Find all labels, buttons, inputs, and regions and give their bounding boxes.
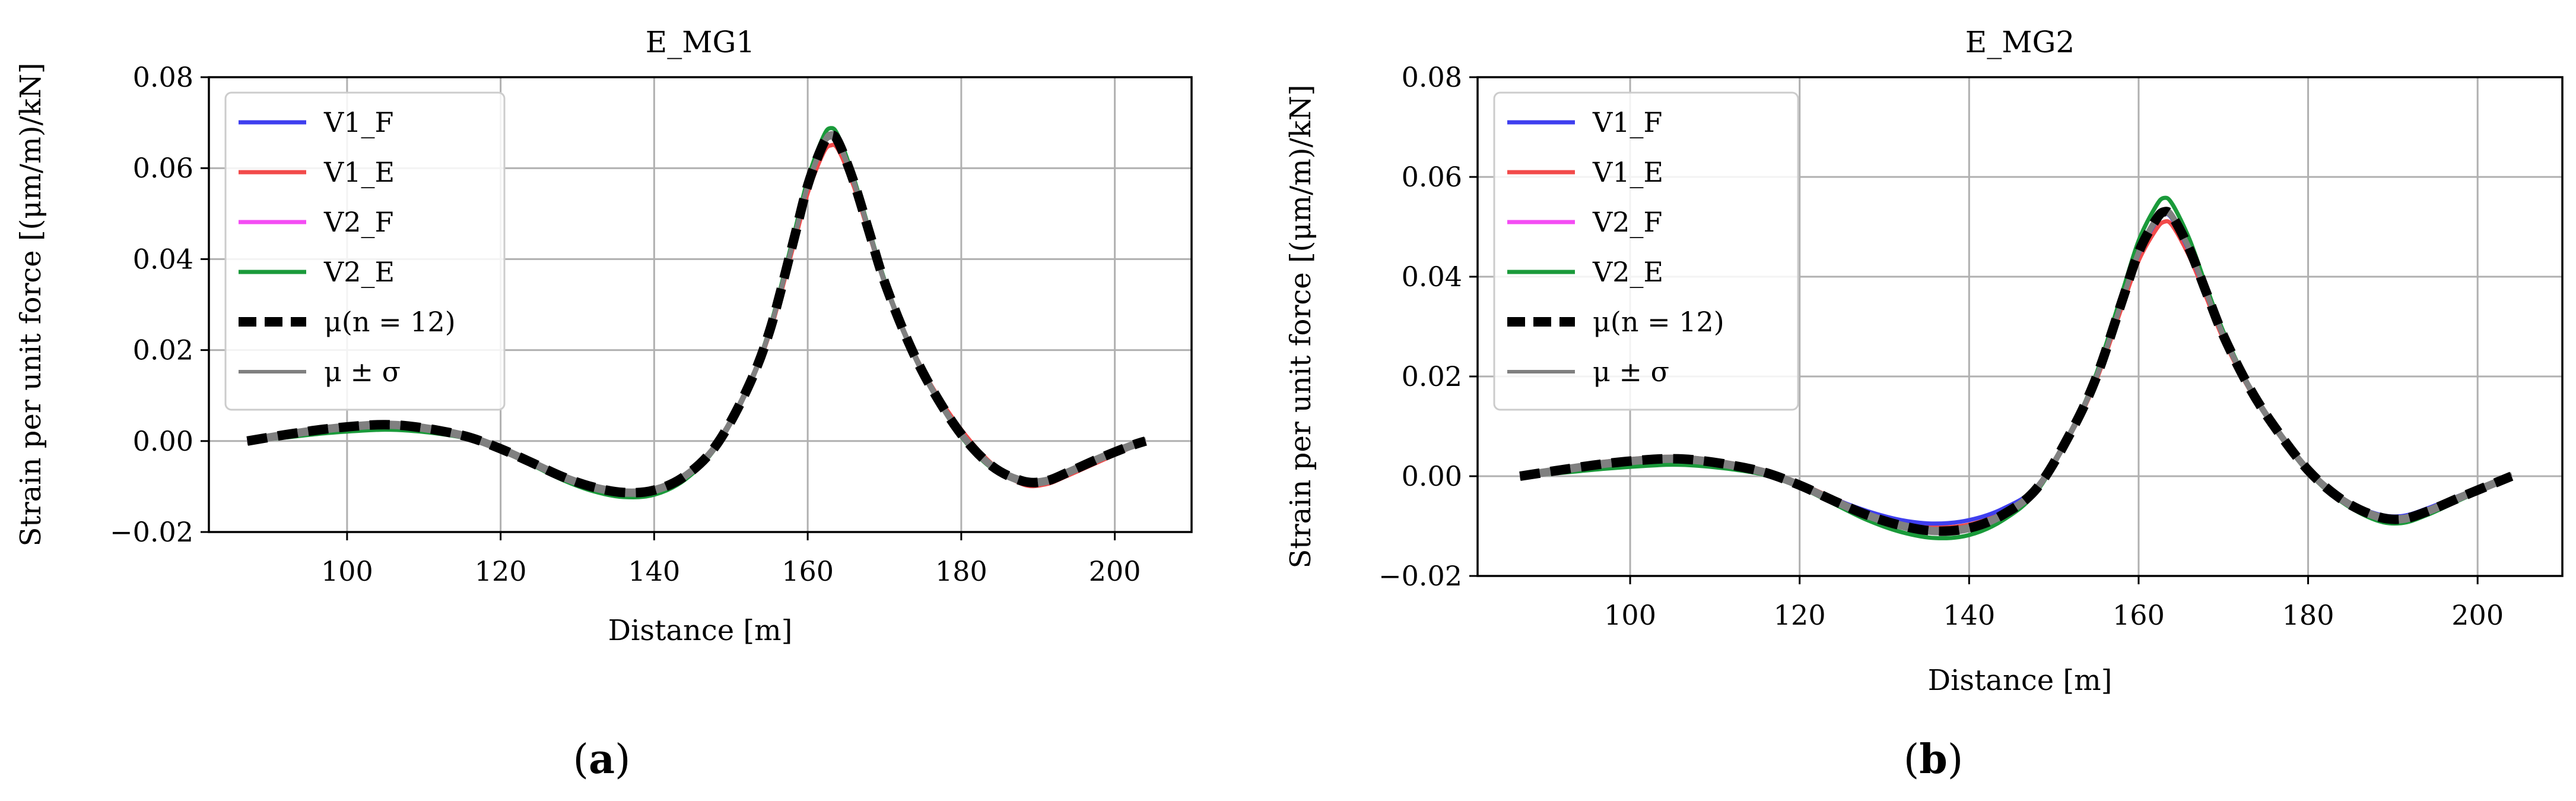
legend-label: V2_F xyxy=(323,206,393,238)
x-axis-label: Distance [m] xyxy=(1928,664,2113,697)
y-tick-label: 0.06 xyxy=(133,152,193,184)
series-line-mu-sigma-overlay xyxy=(1519,210,2513,533)
x-tick-label: 180 xyxy=(935,555,987,587)
x-tick-label: 100 xyxy=(1604,599,1656,631)
chart-title: E_MG2 xyxy=(1965,25,2075,59)
legend-entry: V1_E xyxy=(1507,156,1663,188)
legend-entry: μ ± σ xyxy=(1507,356,1669,388)
x-tick-label: 140 xyxy=(1943,599,1995,631)
legend-label: V1_E xyxy=(323,156,395,188)
panel-label-a: (a) xyxy=(573,736,630,783)
legend-entry: V1_F xyxy=(239,106,393,138)
legend-entry: V1_F xyxy=(1507,106,1662,138)
axes-frame xyxy=(1476,76,2564,577)
y-tick-label: 0.06 xyxy=(1402,161,1462,193)
x-tick-label: 200 xyxy=(1089,555,1141,587)
y-tick-label: 0.04 xyxy=(133,243,193,275)
x-tick-label: 140 xyxy=(628,555,680,587)
legend-label: μ(n = 12) xyxy=(1593,306,1724,338)
chart-panel-a: 100 120 140 160 180 200 −0.02 0.00 0.02 0.04 0.06 0… xyxy=(14,25,1193,647)
legend-entry: V2_F xyxy=(1507,206,1662,238)
panel-label-b-letter: b xyxy=(1919,736,1948,783)
legend-entry: V2_E xyxy=(1507,256,1663,288)
y-tick-label: 0.08 xyxy=(1402,61,1462,93)
axes-frame xyxy=(208,76,1193,533)
legend-label: V1_F xyxy=(323,106,393,138)
x-tick-label: 180 xyxy=(2282,599,2334,631)
x-tick-label: 160 xyxy=(782,555,834,587)
series-group xyxy=(246,126,1147,500)
legend-label: μ ± σ xyxy=(1593,356,1669,388)
series-line--n-12- xyxy=(246,130,1147,498)
legend-label: V2_E xyxy=(323,256,395,288)
chart-panel-b: 100 120 140 160 180 200 −0.02 0.00 0.02 0.04 0.06 0… xyxy=(1284,25,2564,697)
x-tick-label: 120 xyxy=(475,555,527,587)
legend-entry: V1_E xyxy=(239,156,395,188)
legend-label: μ(n = 12) xyxy=(324,306,456,338)
y-tick-label: 0.00 xyxy=(1402,460,1462,492)
chart-title: E_MG1 xyxy=(646,25,755,59)
y-tick-label: −0.02 xyxy=(1378,560,1462,592)
legend-entry: μ ± σ xyxy=(239,356,401,388)
legend-label: μ ± σ xyxy=(324,356,401,388)
y-tick-label: 0.04 xyxy=(1402,261,1462,293)
legend-entry: μ(n = 12) xyxy=(239,306,456,338)
x-tick-label: 160 xyxy=(2113,599,2165,631)
x-tick-label: 100 xyxy=(321,555,373,587)
legend-label: V2_F xyxy=(1592,206,1662,238)
series-group xyxy=(1519,195,2514,540)
y-tick-label: 0.02 xyxy=(133,334,193,366)
y-axis-label: Strain per unit force [(μm/m)/kN] xyxy=(1284,84,1317,568)
panel-label-b: (b) xyxy=(1904,736,1964,783)
legend-label: V1_F xyxy=(1592,106,1662,138)
x-tick-label: 200 xyxy=(2451,599,2504,631)
y-tick-label: 0.08 xyxy=(133,61,193,93)
panel-label-a-letter: a xyxy=(589,736,615,783)
y-axis-label: Strain per unit force [(μm/m)/kN] xyxy=(14,62,47,546)
legend: V1_F V1_E V2_F V2_E μ(n = 12) μ ± σ xyxy=(224,91,506,411)
y-tick-label: −0.02 xyxy=(110,516,193,548)
series-line--n-12- xyxy=(1519,207,2514,536)
x-axis-label: Distance [m] xyxy=(608,614,793,647)
legend-label: V1_E xyxy=(1592,156,1663,188)
legend-entry: V2_E xyxy=(239,256,395,288)
legend-entry: V2_F xyxy=(239,206,393,238)
legend-label: V2_E xyxy=(1592,256,1663,288)
legend-entry: μ(n = 12) xyxy=(1507,306,1724,338)
x-tick-label: 120 xyxy=(1774,599,1826,631)
y-tick-label: 0.00 xyxy=(133,425,193,457)
y-tick-label: 0.02 xyxy=(1402,360,1462,392)
legend: V1_F V1_E V2_F V2_E μ(n = 12) μ ± σ xyxy=(1493,91,1799,411)
